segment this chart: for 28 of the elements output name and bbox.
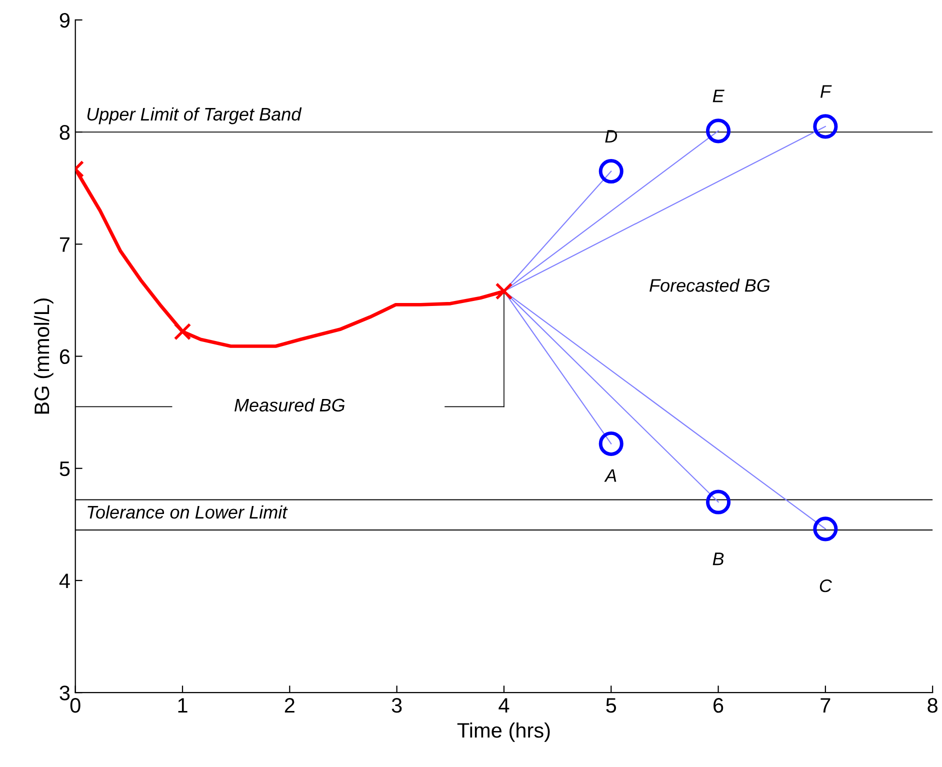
y-axis-title: BG (mmol/L) — [34, 298, 54, 414]
y-tick-label: 6 — [60, 349, 70, 364]
x-tick-label: 5 — [606, 698, 616, 713]
x-tick-label: 4 — [498, 698, 510, 713]
x-tick-label: 0 — [70, 698, 80, 713]
annotation: A — [604, 469, 616, 482]
x-tick-label: 2 — [284, 698, 294, 713]
y-tick-label: 8 — [60, 125, 70, 140]
x-tick-label: 7 — [820, 698, 830, 713]
ref-line-label: Tolerance on Lower Limit — [88, 505, 288, 519]
y-tick-label: 4 — [59, 574, 70, 588]
y-tick-label: 3 — [60, 686, 70, 700]
y-tick-label: 7 — [60, 237, 70, 252]
annotation: E — [712, 90, 724, 102]
y-tick-label: 5 — [60, 462, 70, 476]
y-tick-label: 9 — [60, 12, 70, 28]
annotation: C — [820, 579, 832, 592]
annotation: Measured BG — [234, 398, 345, 412]
x-tick-label: 6 — [714, 698, 724, 713]
x-tick-label: 8 — [928, 698, 938, 713]
x-tick-label: 3 — [392, 698, 402, 713]
annotation: D — [605, 130, 618, 143]
annotation: Forecasted BG — [650, 278, 770, 292]
ref-line-label: Upper Limit of Target Band — [87, 107, 302, 124]
annotation: F — [820, 85, 832, 98]
x-tick-label: 1 — [178, 698, 188, 713]
x-axis-title: Time (hrs) — [457, 722, 550, 742]
annotation: B — [712, 552, 724, 566]
